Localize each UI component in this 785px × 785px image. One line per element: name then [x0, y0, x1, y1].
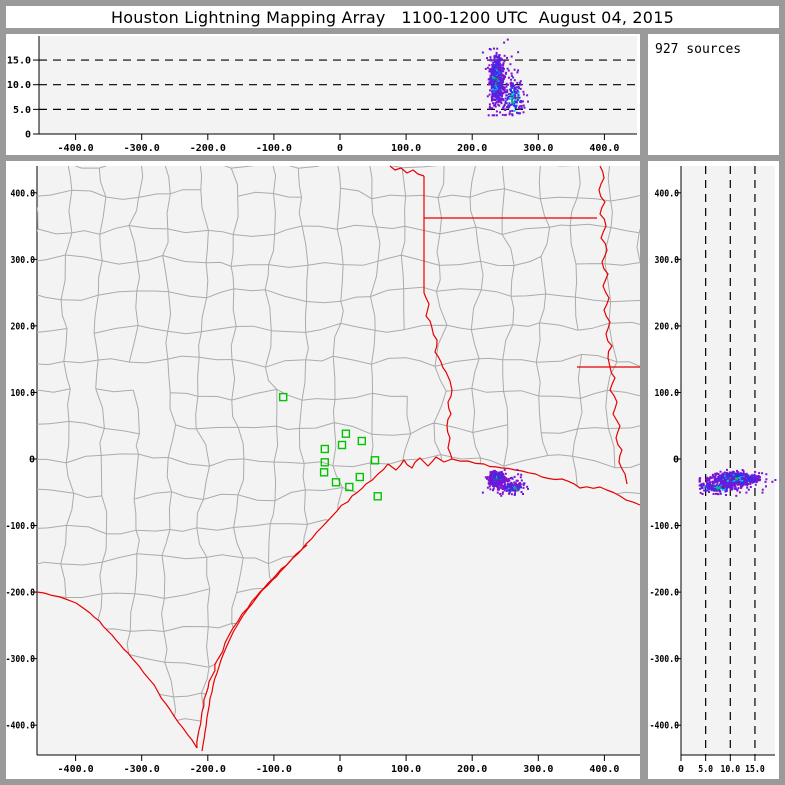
svg-text:200.0: 200.0: [457, 764, 487, 775]
svg-text:-200.0: -200.0: [6, 588, 35, 599]
ew-altitude-points: [481, 38, 529, 117]
svg-text:400.0: 400.0: [589, 764, 619, 775]
svg-text:5.0: 5.0: [13, 105, 31, 116]
svg-text:0: 0: [29, 455, 35, 466]
svg-text:0: 0: [337, 764, 343, 775]
svg-text:-100.0: -100.0: [256, 764, 292, 775]
svg-text:0: 0: [25, 130, 31, 141]
svg-text:-300.0: -300.0: [124, 143, 160, 154]
svg-text:100.0: 100.0: [391, 143, 421, 154]
altitude-ns-plot[interactable]: 400.0 300.0 200.0 100.0 0 -100.0 -200.0 -300.0 -…: [648, 161, 779, 779]
svg-text:-200.0: -200.0: [190, 764, 226, 775]
svg-text:100.0: 100.0: [11, 388, 36, 399]
sources-count-label: 927 sources: [655, 42, 742, 57]
svg-text:10.0: 10.0: [7, 80, 31, 91]
svg-text:-300.0: -300.0: [650, 654, 679, 665]
svg-text:5.0: 5.0: [698, 764, 713, 775]
svg-text:0: 0: [673, 455, 679, 466]
svg-text:200.0: 200.0: [457, 143, 487, 154]
svg-text:15.0: 15.0: [7, 56, 31, 67]
panel-plan-view-map: 400.0 300.0 200.0 100.0 0 -100.0 -200.0 -300.0 -…: [6, 161, 641, 779]
plan-view-map-plot[interactable]: 400.0 300.0 200.0 100.0 0 -100.0 -200.0 -300.0 -…: [6, 161, 641, 779]
svg-text:15.0: 15.0: [745, 764, 765, 775]
ew-altitude-plot[interactable]: 0 5.0 10.0 15.0 -400.0 -300.0 -200.0 -100.0 0 100…: [6, 34, 640, 155]
svg-text:10.0: 10.0: [721, 764, 741, 775]
svg-text:0: 0: [678, 764, 684, 775]
panel-ew-altitude: 0 5.0 10.0 15.0 -400.0 -300.0 -200.0 -100.0 0 100…: [6, 34, 640, 155]
svg-text:300.0: 300.0: [523, 764, 553, 775]
svg-text:-400.0: -400.0: [58, 764, 94, 775]
svg-text:200.0: 200.0: [655, 321, 680, 332]
svg-text:-100.0: -100.0: [256, 143, 292, 154]
svg-text:300.0: 300.0: [11, 255, 36, 266]
svg-text:-300.0: -300.0: [6, 654, 35, 665]
svg-text:-300.0: -300.0: [124, 764, 160, 775]
svg-text:100.0: 100.0: [391, 764, 421, 775]
lma-stations: [278, 392, 382, 501]
county-boundaries: [37, 166, 640, 748]
svg-text:300.0: 300.0: [655, 255, 680, 266]
svg-text:400.0: 400.0: [655, 188, 680, 199]
svg-text:-400.0: -400.0: [6, 721, 35, 732]
svg-text:0: 0: [337, 143, 343, 154]
svg-text:-400.0: -400.0: [58, 143, 94, 154]
svg-text:300.0: 300.0: [523, 143, 553, 154]
svg-text:400.0: 400.0: [589, 143, 619, 154]
svg-text:-200.0: -200.0: [190, 143, 226, 154]
altitude-ns-points: [698, 468, 777, 497]
svg-text:400.0: 400.0: [11, 188, 36, 199]
svg-text:-100.0: -100.0: [650, 521, 679, 532]
title-bar: Houston Lightning Mapping Array 1100-120…: [6, 6, 779, 28]
svg-text:-100.0: -100.0: [6, 521, 35, 532]
svg-text:200.0: 200.0: [11, 321, 36, 332]
svg-text:-400.0: -400.0: [650, 721, 679, 732]
page-title: Houston Lightning Mapping Array 1100-120…: [111, 7, 674, 27]
texas-map-layer: [36, 165, 641, 752]
panel-altitude-ns: 400.0 300.0 200.0 100.0 0 -100.0 -200.0 -300.0 -…: [648, 161, 779, 779]
state-borders: [36, 165, 641, 752]
svg-text:100.0: 100.0: [655, 388, 680, 399]
plan-view-points: [481, 468, 529, 497]
svg-text:-200.0: -200.0: [650, 588, 679, 599]
sources-count-panel: 927 sources: [648, 34, 779, 155]
